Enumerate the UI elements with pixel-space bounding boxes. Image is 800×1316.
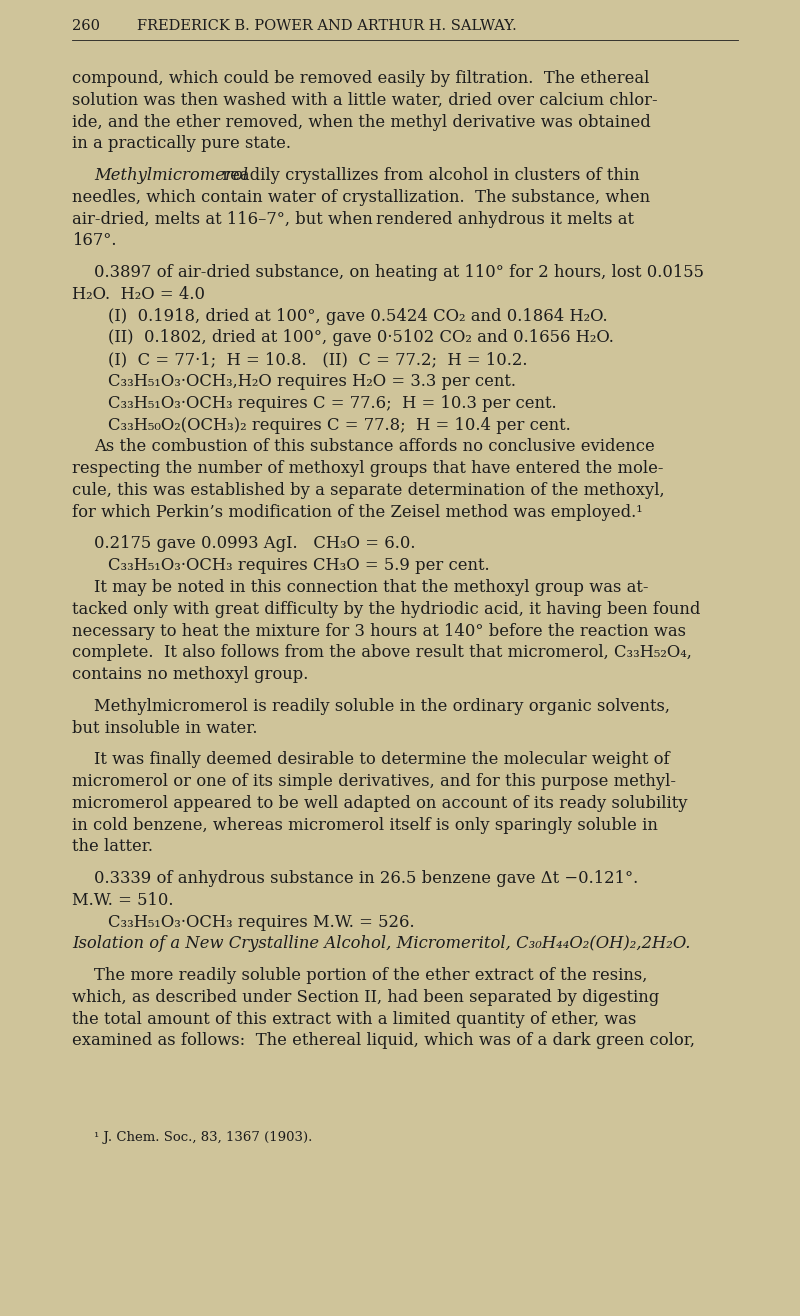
Text: 167°.: 167°. — [72, 233, 117, 250]
Text: needles, which contain water of crystallization.  The substance, when: needles, which contain water of crystall… — [72, 188, 650, 205]
Text: air-dried, melts at 116–7°, but when rendered anhydrous it melts at: air-dried, melts at 116–7°, but when ren… — [72, 211, 634, 228]
Text: micromerol or one of its simple derivatives, and for this purpose methyl-: micromerol or one of its simple derivati… — [72, 772, 676, 790]
Text: (I)  C = 77·1;  H = 10.8.   (II)  C = 77.2;  H = 10.2.: (I) C = 77·1; H = 10.8. (II) C = 77.2; H… — [108, 351, 527, 368]
Text: C₃₃H₅₁O₃·OCH₃,H₂O requires H₂O = 3.3 per cent.: C₃₃H₅₁O₃·OCH₃,H₂O requires H₂O = 3.3 per… — [108, 372, 516, 390]
Text: solution was then washed with a little water, dried over calcium chlor-: solution was then washed with a little w… — [72, 92, 658, 109]
Text: the total amount of this extract with a limited quantity of ether, was: the total amount of this extract with a … — [72, 1011, 636, 1028]
Text: compound, which could be removed easily by filtration.  The ethereal: compound, which could be removed easily … — [72, 70, 650, 87]
Text: Isolation of a New Crystalline Alcohol, Micromeritol, C₃₀H₄₄O₂(OH)₂,2H₂O.: Isolation of a New Crystalline Alcohol, … — [72, 936, 690, 953]
Text: but insoluble in water.: but insoluble in water. — [72, 720, 258, 737]
Text: C₃₃H₅₁O₃·OCH₃ requires C = 77.6;  H = 10.3 per cent.: C₃₃H₅₁O₃·OCH₃ requires C = 77.6; H = 10.… — [108, 395, 557, 412]
Text: Methylmicromerol: Methylmicromerol — [94, 167, 248, 184]
Text: C₃₃H₅₁O₃·OCH₃ requires CH₃O = 5.9 per cent.: C₃₃H₅₁O₃·OCH₃ requires CH₃O = 5.9 per ce… — [108, 557, 490, 574]
Text: readily crystallizes from alcohol in clusters of thin: readily crystallizes from alcohol in clu… — [217, 167, 639, 184]
Text: necessary to heat the mixture for 3 hours at 140° before the reaction was: necessary to heat the mixture for 3 hour… — [72, 622, 686, 640]
Text: ide, and the ether removed, when the methyl derivative was obtained: ide, and the ether removed, when the met… — [72, 113, 650, 130]
Text: the latter.: the latter. — [72, 838, 153, 855]
Text: As the combustion of this substance affords no conclusive evidence: As the combustion of this substance affo… — [94, 438, 654, 455]
Text: C₃₃H₅₁O₃·OCH₃ requires M.W. = 526.: C₃₃H₅₁O₃·OCH₃ requires M.W. = 526. — [108, 913, 414, 930]
Text: C₃₃H₅₀O₂(OCH₃)₂ requires C = 77.8;  H = 10.4 per cent.: C₃₃H₅₀O₂(OCH₃)₂ requires C = 77.8; H = 1… — [108, 417, 570, 433]
Text: examined as follows:  The ethereal liquid, which was of a dark green color,: examined as follows: The ethereal liquid… — [72, 1033, 695, 1049]
Text: for which Perkin’s modification of the Zeisel method was employed.¹: for which Perkin’s modification of the Z… — [72, 504, 642, 521]
Text: (II)  0.1802, dried at 100°, gave 0·5102 CO₂ and 0.1656 H₂O.: (II) 0.1802, dried at 100°, gave 0·5102 … — [108, 329, 614, 346]
Text: which, as described under Section II, had been separated by digesting: which, as described under Section II, ha… — [72, 988, 659, 1005]
Text: cule, this was established by a separate determination of the methoxyl,: cule, this was established by a separate… — [72, 482, 665, 499]
Text: respecting the number of methoxyl groups that have entered the mole-: respecting the number of methoxyl groups… — [72, 461, 663, 478]
Text: It may be noted in this connection that the methoxyl group was at-: It may be noted in this connection that … — [94, 579, 649, 596]
Text: H₂O.  H₂O = 4.0: H₂O. H₂O = 4.0 — [72, 286, 205, 303]
Text: M.W. = 510.: M.W. = 510. — [72, 892, 174, 909]
Text: in cold benzene, whereas micromerol itself is only sparingly soluble in: in cold benzene, whereas micromerol itse… — [72, 817, 658, 833]
Text: (I)  0.1918, dried at 100°, gave 0.5424 CO₂ and 0.1864 H₂O.: (I) 0.1918, dried at 100°, gave 0.5424 C… — [108, 308, 608, 325]
Text: 260        FREDERICK B. POWER AND ARTHUR H. SALWAY.: 260 FREDERICK B. POWER AND ARTHUR H. SAL… — [72, 18, 517, 33]
Text: Methylmicromerol is readily soluble in the ordinary organic solvents,: Methylmicromerol is readily soluble in t… — [94, 697, 670, 715]
Text: It was finally deemed desirable to determine the molecular weight of: It was finally deemed desirable to deter… — [94, 751, 670, 769]
Text: The more readily soluble portion of the ether extract of the resins,: The more readily soluble portion of the … — [94, 967, 647, 984]
Text: 0.3897 of air-dried substance, on heating at 110° for 2 hours, lost 0.0155: 0.3897 of air-dried substance, on heatin… — [94, 265, 704, 282]
Text: 0.2175 gave 0.0993 AgI.   CH₃O = 6.0.: 0.2175 gave 0.0993 AgI. CH₃O = 6.0. — [94, 536, 415, 553]
Text: contains no methoxyl group.: contains no methoxyl group. — [72, 666, 308, 683]
Text: 0.3339 of anhydrous substance in 26.5 benzene gave Δt −0.121°.: 0.3339 of anhydrous substance in 26.5 be… — [94, 870, 638, 887]
Text: micromerol appeared to be well adapted on account of its ready solubility: micromerol appeared to be well adapted o… — [72, 795, 687, 812]
Text: tacked only with great difficulty by the hydriodic acid, it having been found: tacked only with great difficulty by the… — [72, 601, 700, 617]
Text: ¹ J. Chem. Soc., 83, 1367 (1903).: ¹ J. Chem. Soc., 83, 1367 (1903). — [94, 1130, 312, 1144]
Text: complete.  It also follows from the above result that micromerol, C₃₃H₅₂O₄,: complete. It also follows from the above… — [72, 645, 692, 662]
Text: in a practically pure state.: in a practically pure state. — [72, 136, 291, 153]
